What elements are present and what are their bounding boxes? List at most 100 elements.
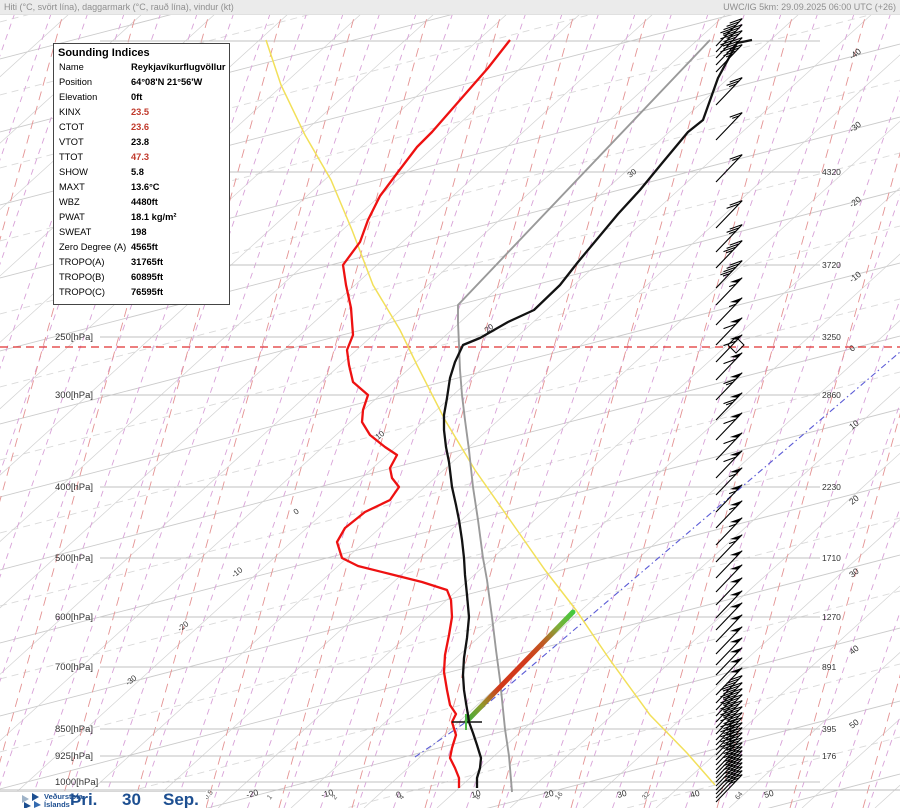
wind-barb [715,626,743,655]
mixing-ratio-label: 1 [266,794,274,802]
met-office-logo-icon [22,793,41,808]
wind-barb-column [715,18,745,803]
temp-label-bottom: 20 [543,788,555,800]
chart-legend-text: Hiti (°C, svört lína), daggarmark (°C, r… [4,2,234,12]
wind-barb [715,372,743,401]
index-row: Elevation 0ft [54,91,229,106]
temp-label-bottom: 0 [395,789,402,800]
wind-barb [715,224,743,253]
pressure-label: 300[hPa] [55,390,93,401]
index-value: 18.1 kg/m² [131,212,177,222]
wind-barb [715,200,743,229]
footer-weekday: Þri. [70,790,98,808]
height-label: 2860 [822,390,841,400]
wind-barb [715,260,743,289]
height-label: 2230 [822,482,841,492]
wind-barb [715,534,743,563]
index-label: PWAT [59,212,85,222]
index-label: Elevation [59,92,98,102]
wind-barb [715,432,743,461]
wind-barb [715,758,743,787]
wind-barb [715,717,743,746]
footer-band: Veðurstofa Íslands Þri. 30 Sep. 08:00 [0,790,206,808]
footer-day: 30 [122,790,141,808]
index-row: TTOT 47.3 [54,151,229,166]
pressure-label: 925[hPa] [55,751,93,762]
index-label: Name [59,62,84,72]
index-value: 5.8 [131,167,144,177]
height-label: 1710 [822,553,841,563]
indices-title: Sounding Indices [58,47,150,59]
index-row: Name Reykjavíkurflugvöllur [54,61,229,76]
index-label: CTOT [59,122,85,132]
wind-barb [715,614,743,643]
index-value: 47.3 [131,152,150,162]
index-label: MAXT [59,182,85,192]
index-row: TROPO(B) 60895ft [54,271,229,286]
index-value: 23.8 [131,137,150,147]
index-value: Reykjavíkurflugvöllur [131,62,226,72]
temp-label-right: 0 [847,343,857,354]
wind-barb [715,412,743,441]
wind-barb [715,550,743,579]
pressure-label: 850[hPa] [55,724,93,735]
mixing-ratio-label: 2 [331,794,339,802]
wind-barb [715,637,743,666]
wind-barb [715,647,743,676]
index-row: MAXT 13.6°C [54,181,229,196]
met-office-name: Veðurstofa Íslands [44,792,83,808]
mixing-ratio-label: 64 [734,791,744,802]
wind-barb [715,590,743,619]
wind-barb [715,467,743,496]
index-row: SHOW 5.8 [54,166,229,181]
index-value: 4480ft [131,197,158,207]
height-label: 176 [822,751,836,761]
index-label: TTOT [59,152,84,162]
index-label: KINX [59,107,81,117]
wind-barb [715,484,743,513]
index-row: TROPO(C) 76595ft [54,286,229,301]
wind-barb [715,450,743,479]
wind-barb [715,577,743,606]
mixing-ratio-label: 32 [641,791,651,802]
index-value: 23.6 [131,122,150,132]
index-row: PWAT 18.1 kg/m² [54,211,229,226]
footer-month: Sep. [163,790,199,808]
pressure-label: 1000[hPa] [55,777,98,788]
index-label: TROPO(A) [59,257,105,267]
index-label: Position [59,77,93,87]
index-label: VTOT [59,137,84,147]
mixing-ratio-label: 0.5 [203,789,215,801]
wind-barb [715,667,743,696]
max-wind-marker [727,336,745,354]
wind-barb [715,240,743,269]
index-label: WBZ [59,197,80,207]
footer-time: 08:00 [70,805,113,808]
temp-label-bottom: -10 [320,787,335,800]
index-label: TROPO(B) [59,272,105,282]
pressure-label: 400[hPa] [55,482,93,493]
blue-reference-line [414,351,900,758]
wind-barb [715,774,743,803]
height-label: 3720 [822,260,841,270]
temp-label-bottom: 50 [763,788,775,800]
pressure-label: 600[hPa] [55,612,93,623]
height-label: 1270 [822,612,841,622]
index-row: Zero Degree (A) 4565ft [54,241,229,256]
pressure-label: 500[hPa] [55,553,93,564]
dewpoint-curve [335,39,511,788]
index-value: 64°08'N 21°56'W [131,77,203,87]
wind-barb [715,392,743,421]
sounding-indices-panel: Sounding Indices Name Reykjavíkurflugvöll… [53,43,230,305]
parcel-segment [464,609,576,724]
wind-barb [715,44,743,73]
index-value: 23.5 [131,107,150,117]
index-row: SWEAT 198 [54,226,229,241]
temp-label-bottom: 10 [470,788,482,800]
index-row: WBZ 4480ft [54,196,229,211]
index-value: 0ft [131,92,143,102]
wind-barb [715,500,743,529]
surface-marker [452,714,482,730]
